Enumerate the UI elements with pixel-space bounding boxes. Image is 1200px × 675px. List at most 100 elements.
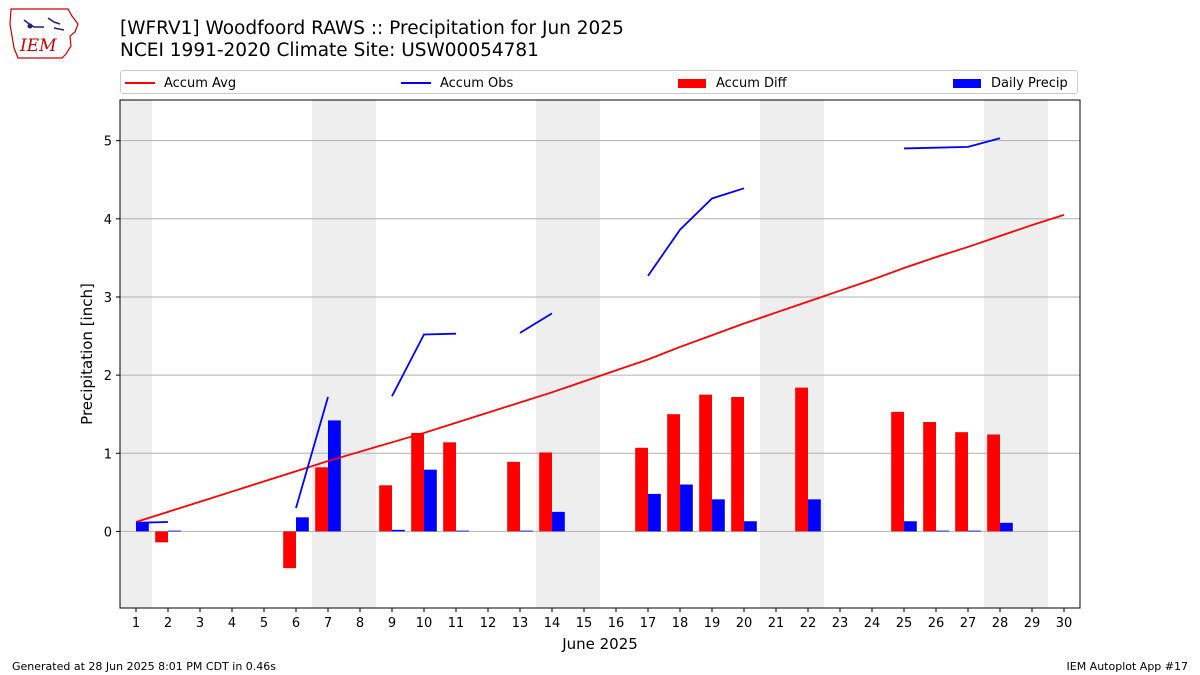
- footer-app: IEM Autoplot App #17: [1066, 660, 1189, 673]
- bar-daily-precip-day-7: [328, 420, 341, 532]
- legend-item-accum-diff: Accum Diff: [678, 71, 787, 95]
- x-tick-label-10: 10: [416, 616, 433, 631]
- legend-label-accum-diff: Accum Diff: [716, 75, 787, 91]
- x-tick-label-14: 14: [544, 616, 561, 631]
- y-tick-label-1: 1: [104, 447, 112, 462]
- x-tick-label-5: 5: [260, 616, 268, 631]
- bar-accum-diff-day-26: [923, 421, 936, 532]
- line-series: [135, 137, 1065, 524]
- x-tick-label-27: 27: [960, 616, 977, 631]
- legend-item-accum-obs: Accum Obs: [401, 71, 513, 95]
- x-tick-label-29: 29: [1024, 616, 1041, 631]
- x-axis-label: June 2025: [561, 635, 638, 653]
- x-tick-label-6: 6: [292, 616, 300, 631]
- legend-swatch-accum-obs: [401, 82, 431, 84]
- bar-daily-precip-day-20: [744, 521, 757, 532]
- x-tick-label-24: 24: [864, 616, 881, 631]
- x-tick-label-7: 7: [324, 616, 332, 631]
- x-tick-label-25: 25: [896, 616, 913, 631]
- x-tick-label-22: 22: [800, 616, 817, 631]
- bar-accum-diff-day-28: [987, 434, 1000, 532]
- weekend-band-day-29: [1016, 100, 1048, 608]
- y-axis-ticks: 0 1 2 3 4 5: [104, 135, 120, 540]
- bar-accum-diff-day-13: [507, 461, 520, 532]
- bar-accum-diff-day-6: [283, 531, 296, 569]
- x-tick-label-19: 19: [704, 616, 721, 631]
- x-tick-label-23: 23: [832, 616, 849, 631]
- y-tick-label-5: 5: [104, 135, 112, 150]
- bar-accum-diff-day-14: [539, 452, 552, 532]
- plot-frame: [119, 99, 1081, 609]
- weekend-band-day-15: [568, 100, 600, 608]
- legend-swatch-accum-avg: [125, 82, 155, 84]
- bar-series: [136, 387, 1013, 569]
- bar-accum-diff-day-20: [731, 396, 744, 532]
- line-accum-obs-segment-3: [391, 332, 457, 397]
- chart-title: [WFRV1] Woodfoord RAWS :: Precipitation …: [120, 18, 624, 39]
- x-tick-label-8: 8: [356, 616, 364, 631]
- bar-daily-precip-day-13: [520, 530, 533, 532]
- x-tick-label-26: 26: [928, 616, 945, 631]
- bar-daily-precip-day-28: [1000, 522, 1013, 532]
- x-tick-label-12: 12: [480, 616, 497, 631]
- y-tick-label-4: 4: [104, 213, 112, 228]
- bar-accum-diff-day-2: [155, 531, 168, 543]
- bar-accum-diff-day-7: [315, 467, 328, 532]
- bar-daily-precip-day-9: [392, 529, 405, 532]
- bar-daily-precip-day-10: [424, 469, 437, 532]
- y-gridlines: [120, 140, 1080, 532]
- y-tick-label-2: 2: [104, 369, 112, 384]
- bar-daily-precip-day-1: [136, 522, 149, 532]
- line-accum-obs-segment-2: [295, 396, 329, 509]
- x-tick-label-28: 28: [992, 616, 1009, 631]
- bar-accum-diff-day-11: [443, 442, 456, 532]
- weekend-band-day-8: [344, 100, 376, 608]
- bar-daily-precip-day-22: [808, 499, 821, 532]
- bar-daily-precip-day-6: [296, 517, 309, 532]
- logo-text: IEM: [19, 36, 57, 56]
- bar-daily-precip-day-27: [968, 530, 981, 532]
- x-tick-label-1: 1: [132, 616, 140, 631]
- x-tick-label-2: 2: [164, 616, 172, 631]
- bar-accum-diff-day-27: [955, 432, 968, 532]
- chart-subtitle: NCEI 1991-2020 Climate Site: USW00054781: [120, 40, 539, 61]
- x-tick-label-21: 21: [768, 616, 785, 631]
- bar-daily-precip-day-17: [648, 493, 661, 532]
- x-tick-label-17: 17: [640, 616, 657, 631]
- legend-swatch-daily-precip: [953, 78, 981, 88]
- chart-legend: Accum Avg Accum Obs Accum Diff Daily Pre…: [120, 70, 1078, 94]
- x-tick-label-30: 30: [1056, 616, 1073, 631]
- x-tick-label-3: 3: [196, 616, 204, 631]
- iem-logo: IEM: [8, 6, 80, 60]
- x-tick-label-9: 9: [388, 616, 396, 631]
- y-axis-label: Precipitation [inch]: [78, 283, 96, 425]
- bar-accum-diff-day-9: [379, 485, 392, 532]
- bar-accum-diff-day-10: [411, 432, 424, 532]
- legend-swatch-accum-diff: [678, 78, 706, 88]
- bar-daily-precip-day-11: [456, 530, 469, 532]
- bar-accum-diff-day-25: [891, 411, 904, 532]
- bar-daily-precip-day-19: [712, 499, 725, 532]
- x-tick-label-4: 4: [228, 616, 236, 631]
- x-tick-label-11: 11: [448, 616, 465, 631]
- legend-label-accum-avg: Accum Avg: [164, 75, 237, 91]
- weekend-band-day-21: [760, 100, 792, 608]
- legend-label-daily-precip: Daily Precip: [991, 75, 1068, 91]
- bar-daily-precip-day-26: [936, 530, 949, 532]
- bar-daily-precip-day-14: [552, 511, 565, 532]
- bar-daily-precip-day-2: [168, 530, 181, 532]
- x-tick-label-20: 20: [736, 616, 753, 631]
- x-axis-ticks: 1 2 3 4 5 6 7 8 9 10 11 12 13 14 15 16 17 18 19 20 21 22 23 24 2…: [132, 608, 1072, 631]
- iowa-state-outline-icon: [9, 8, 79, 59]
- legend-item-daily-precip: Daily Precip: [953, 71, 1068, 95]
- line-accum-obs-segment-1: [135, 521, 169, 524]
- x-tick-label-15: 15: [576, 616, 593, 631]
- x-tick-label-16: 16: [608, 616, 625, 631]
- bar-accum-diff-day-17: [635, 447, 648, 532]
- x-tick-label-18: 18: [672, 616, 689, 631]
- legend-label-accum-obs: Accum Obs: [440, 75, 514, 91]
- bar-accum-diff-day-22: [795, 387, 808, 532]
- bar-accum-diff-day-19: [699, 394, 712, 532]
- line-accum-obs-segment-6: [903, 137, 1001, 150]
